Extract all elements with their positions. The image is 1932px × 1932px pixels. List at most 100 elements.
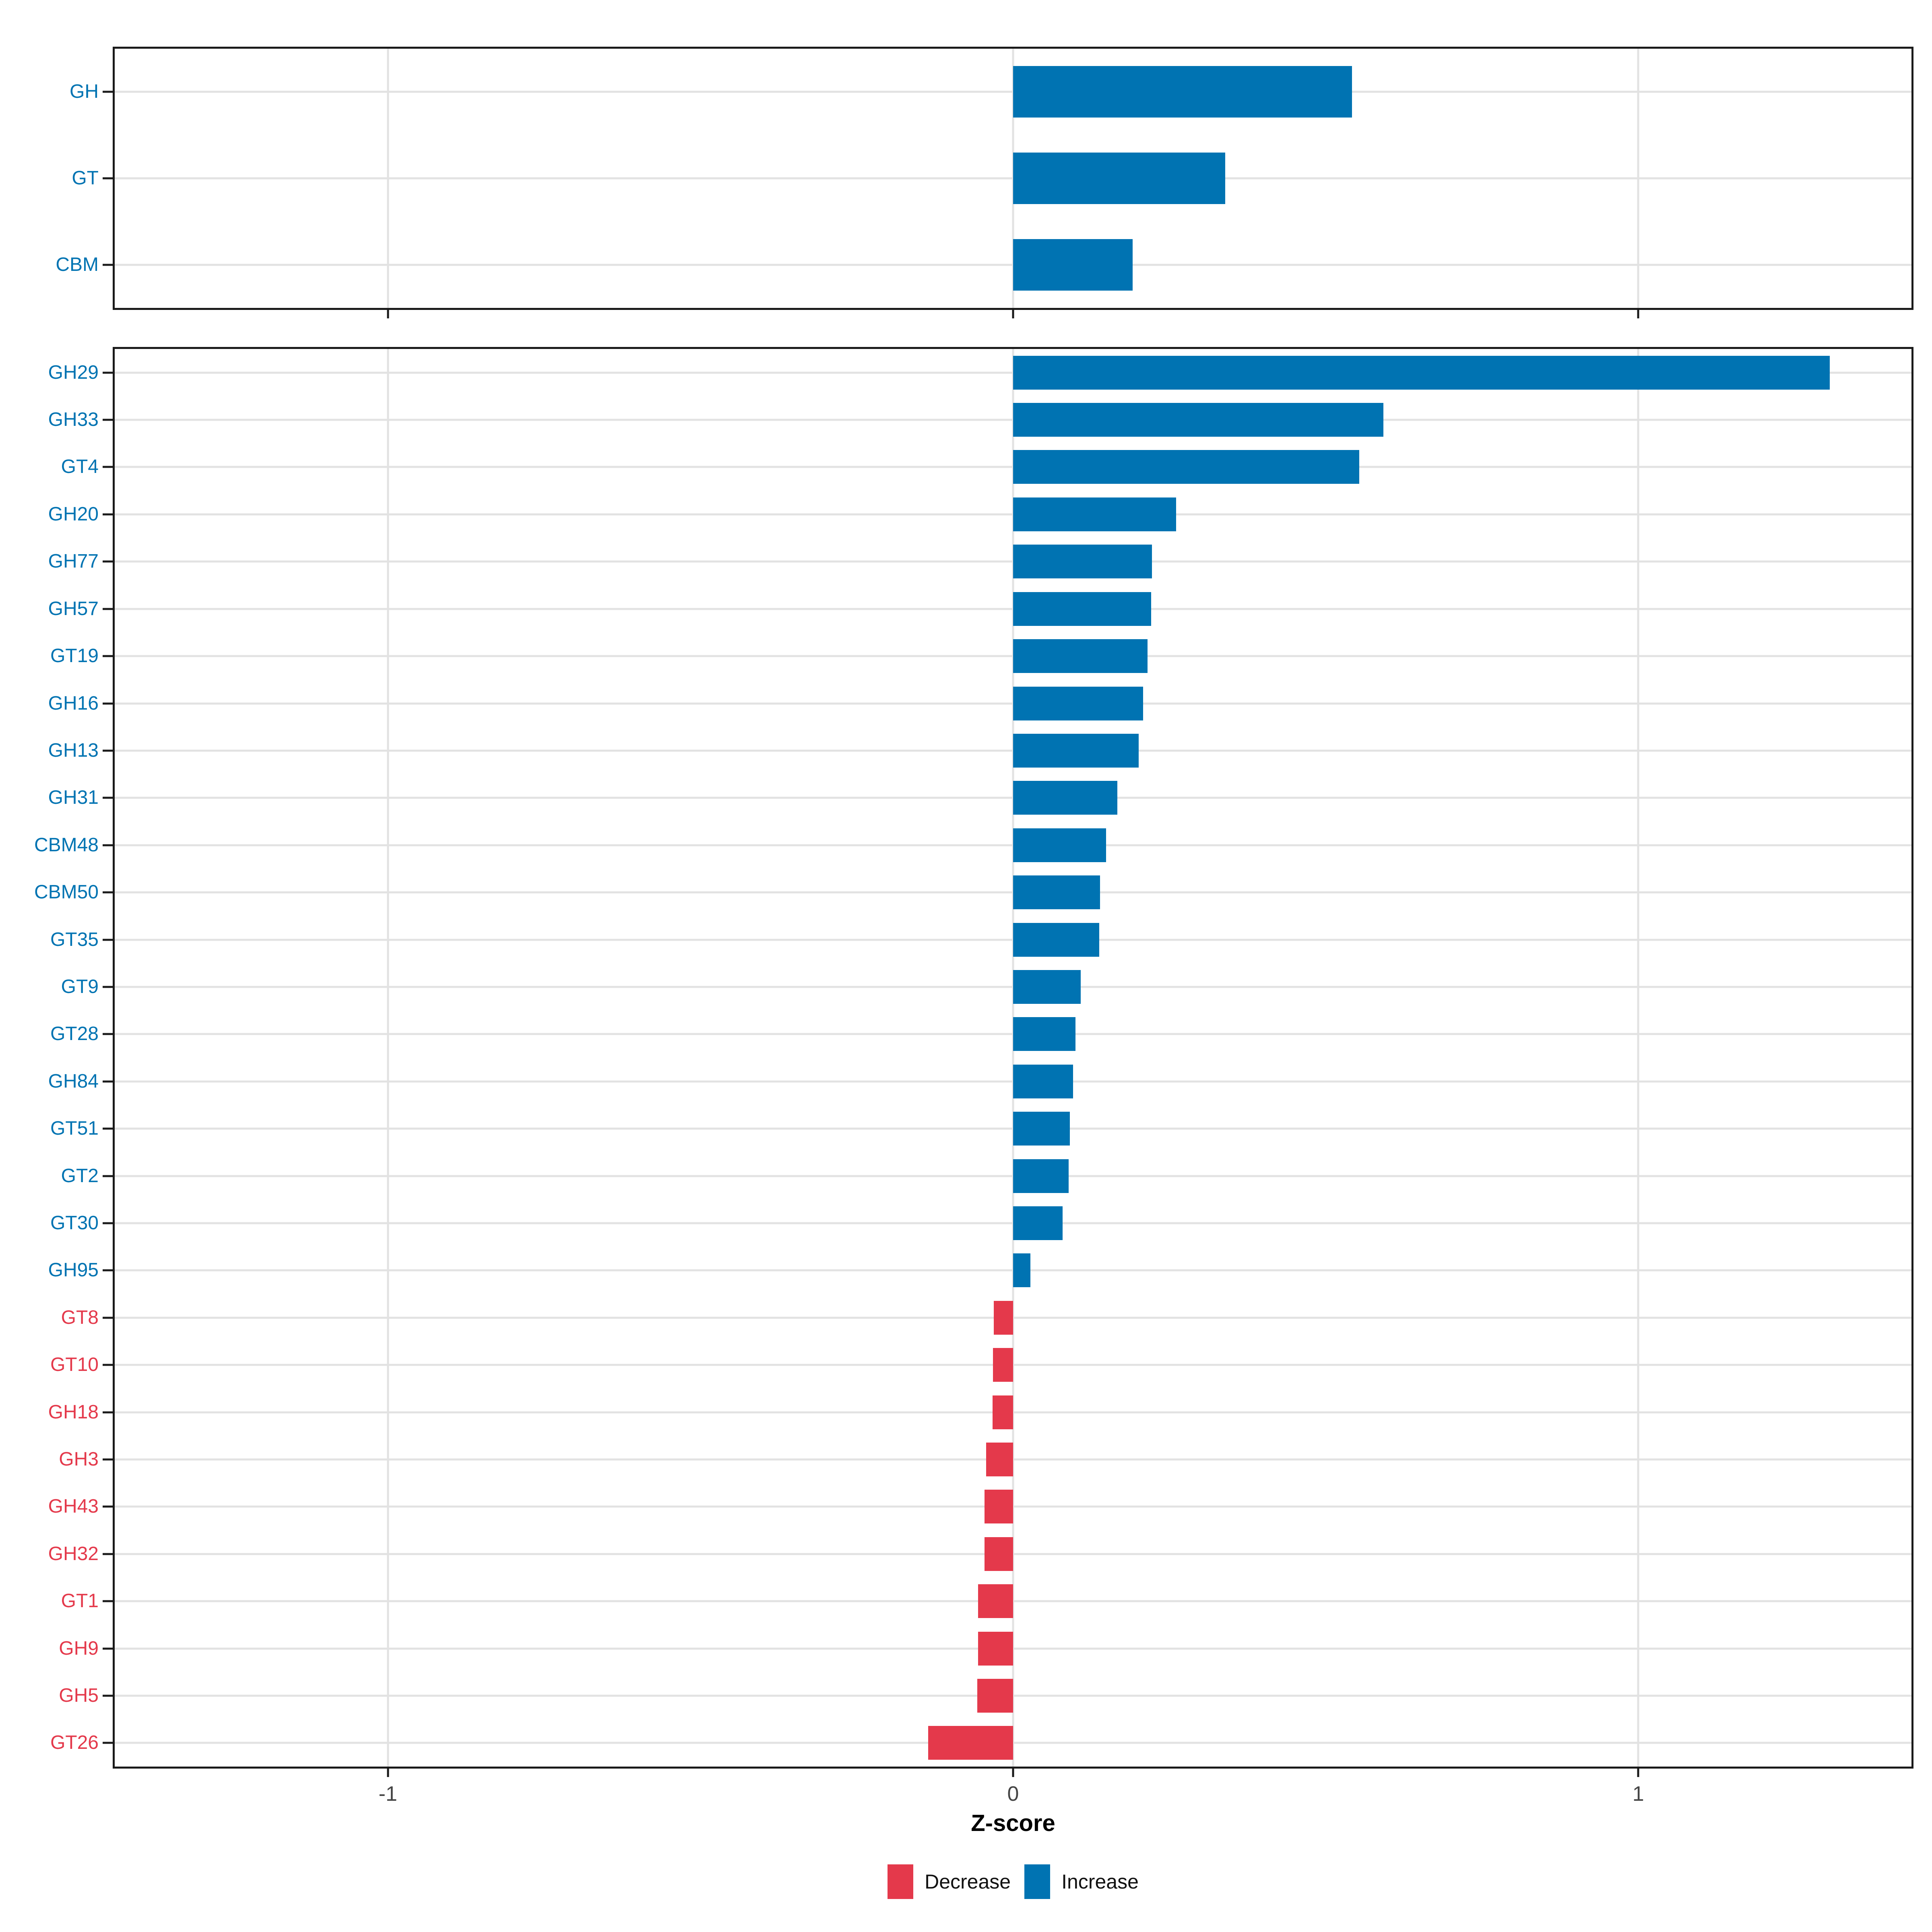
y-tick <box>103 797 113 799</box>
y-tick <box>103 1080 113 1083</box>
bar-GH57 <box>1013 592 1152 626</box>
y-tick <box>103 1033 113 1035</box>
panel-cazyme-classes: GH GT CBM <box>56 47 1913 318</box>
x-tick-1 <box>1637 308 1639 318</box>
bar-GH13 <box>1013 733 1139 768</box>
y-tick <box>103 513 113 516</box>
bar-CBM <box>1013 239 1133 291</box>
plot-area-classes: GH GT CBM <box>56 49 1911 318</box>
y-tick <box>103 749 113 752</box>
bar-GT30 <box>1013 1206 1063 1240</box>
y-tick <box>103 91 113 93</box>
y-axis-label-GT30: GT30 <box>50 1212 99 1234</box>
bar-GH9 <box>978 1631 1013 1666</box>
y-axis-label-GH5: GH5 <box>59 1684 99 1706</box>
bar-GH32 <box>984 1537 1013 1571</box>
y-tick <box>103 891 113 894</box>
h-gridline <box>115 1505 1911 1508</box>
bar-GT8 <box>993 1300 1013 1335</box>
y-tick <box>103 1364 113 1366</box>
y-tick <box>103 655 113 657</box>
bar-GT2 <box>1013 1159 1069 1193</box>
y-tick <box>103 1505 113 1508</box>
h-gridline <box>115 1364 1911 1366</box>
bar-GT4 <box>1013 450 1360 484</box>
increase-color-swatch <box>1024 1864 1051 1899</box>
bar-GT1 <box>978 1584 1013 1618</box>
y-tick <box>103 1553 113 1555</box>
y-tick <box>103 560 113 563</box>
y-tick <box>103 1742 113 1744</box>
x-tick-1 <box>1637 1767 1639 1777</box>
legend: Decrease Increase <box>113 1864 1913 1899</box>
y-axis-label-GT8: GT8 <box>61 1307 99 1328</box>
y-tick <box>103 1317 113 1319</box>
h-gridline <box>115 1742 1911 1744</box>
y-tick <box>103 466 113 468</box>
bar-GT35 <box>1013 923 1100 957</box>
y-axis-label-GH32: GH32 <box>48 1543 99 1565</box>
legend-label-increase: Increase <box>1061 1870 1139 1893</box>
y-axis-label-GH31: GH31 <box>48 787 99 809</box>
legend-item-increase: Increase <box>1024 1864 1139 1899</box>
y-axis-label-GT2: GT2 <box>61 1165 99 1187</box>
x-tick--1 <box>387 1767 389 1777</box>
y-axis-label-GH77: GH77 <box>48 551 99 572</box>
bar-GH84 <box>1013 1064 1073 1098</box>
y-axis-label-GT4: GT4 <box>61 456 99 478</box>
x-axis-title: Z-score <box>971 1810 1055 1836</box>
h-gridline <box>115 1458 1911 1461</box>
bar-GH3 <box>986 1442 1013 1476</box>
y-tick <box>103 1175 113 1177</box>
y-axis-label-GH18: GH18 <box>48 1401 99 1423</box>
y-axis-label-GH84: GH84 <box>48 1070 99 1092</box>
decrease-color-swatch <box>888 1864 914 1899</box>
bar-GT10 <box>993 1348 1013 1382</box>
y-axis-label-GT9: GT9 <box>61 976 99 997</box>
bar-GH31 <box>1013 781 1118 815</box>
v-gridline-1 <box>1637 349 1639 1767</box>
bar-GH33 <box>1013 403 1383 437</box>
y-axis-label-CBM50: CBM50 <box>34 881 99 903</box>
legend-item-decrease: Decrease <box>888 1864 1011 1899</box>
y-axis-label-GT28: GT28 <box>50 1023 99 1045</box>
y-axis-label-GH95: GH95 <box>48 1259 99 1281</box>
h-gridline <box>115 1600 1911 1602</box>
y-tick <box>103 264 113 266</box>
y-tick <box>103 1647 113 1649</box>
y-tick <box>103 844 113 846</box>
x-tick-0 <box>1012 1767 1014 1777</box>
y-axis-label-GT26: GT26 <box>50 1732 99 1754</box>
y-axis-label-GH57: GH57 <box>48 598 99 619</box>
y-axis-label-GT19: GT19 <box>50 645 99 667</box>
bar-GH16 <box>1013 686 1144 720</box>
h-gridline <box>115 1317 1911 1319</box>
y-axis-label-GH3: GH3 <box>59 1448 99 1470</box>
bar-GT26 <box>928 1726 1013 1760</box>
y-axis-label-GT1: GT1 <box>61 1590 99 1612</box>
y-axis-label-GT51: GT51 <box>50 1118 99 1139</box>
bar-GH18 <box>992 1395 1013 1429</box>
bar-GT19 <box>1013 639 1148 673</box>
bar-CBM50 <box>1013 875 1100 910</box>
bar-GH20 <box>1013 497 1177 531</box>
x-tick-label-0: 0 <box>1007 1782 1019 1806</box>
y-tick <box>103 939 113 941</box>
bar-GT28 <box>1013 1017 1076 1051</box>
bar-GH77 <box>1013 545 1152 579</box>
y-axis-label-GT35: GT35 <box>50 929 99 950</box>
v-gridline-0 <box>1012 349 1014 1767</box>
y-axis-label-GH43: GH43 <box>48 1496 99 1517</box>
h-gridline <box>115 1695 1911 1697</box>
v-gridline--1 <box>387 349 389 1767</box>
y-tick <box>103 1411 113 1413</box>
bar-GH43 <box>984 1490 1013 1524</box>
y-tick <box>103 372 113 374</box>
y-tick <box>103 608 113 610</box>
y-axis-label-GH16: GH16 <box>48 692 99 714</box>
y-axis-label-GH13: GH13 <box>48 739 99 761</box>
panel-cazyme-families: GH29 GH33 GT4 GH20 GH77 GH57 GT19 GH16 GH13 GH31 C… <box>34 347 1913 1804</box>
y-tick <box>103 177 113 180</box>
y-tick <box>103 986 113 988</box>
y-tick <box>103 1127 113 1130</box>
